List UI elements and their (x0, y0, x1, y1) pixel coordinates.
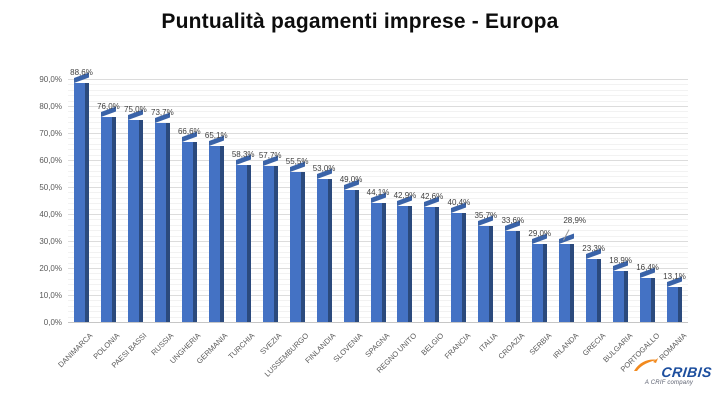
bar (424, 206, 440, 322)
bar (127, 119, 143, 322)
bar-value-label: 65,1% (204, 131, 228, 141)
category-label: SERBIA (527, 331, 554, 357)
bar (613, 270, 629, 322)
bar (505, 231, 521, 322)
bar-value-label: 66,6% (177, 127, 201, 137)
bar-value-label: 18,9% (609, 255, 632, 265)
y-tick-label: 40,0% (39, 210, 62, 219)
bar (100, 116, 116, 322)
minor-gridline (68, 176, 688, 178)
x-axis-line (68, 322, 688, 323)
y-tick-label: 50,0% (39, 183, 62, 192)
major-gridline (68, 160, 688, 161)
category-label: CROAZIA (496, 331, 527, 361)
bar-value-label: 42,9% (393, 191, 417, 201)
category-label: ROMANIA (656, 331, 688, 363)
category-label: FRANCIA (442, 331, 473, 361)
bar-value-label: 55,5% (285, 157, 309, 167)
bar (208, 146, 224, 322)
bar (586, 259, 602, 322)
minor-gridline (68, 111, 688, 113)
logo-tagline-text: A CRIF company (644, 380, 694, 386)
minor-gridline (68, 192, 688, 194)
minor-gridline (68, 165, 688, 167)
y-tick-label: 20,0% (39, 264, 62, 273)
y-tick-label: 60,0% (39, 156, 62, 165)
minor-gridline (68, 181, 688, 183)
bar-value-label: 13,1% (663, 271, 686, 281)
bar (478, 225, 494, 322)
bar (370, 202, 386, 322)
minor-gridline (68, 138, 688, 140)
bar (235, 164, 251, 322)
bar (532, 243, 548, 322)
bar (397, 206, 413, 322)
orange-swoosh-icon (634, 358, 658, 371)
bar-value-label: 58,3% (231, 149, 255, 159)
major-gridline (68, 133, 688, 134)
bar-value-label: 35,7% (474, 210, 498, 220)
bar (154, 123, 170, 322)
y-tick-label: 80,0% (39, 102, 62, 111)
minor-gridline (68, 149, 688, 151)
category-label: RUSSIA (149, 331, 176, 358)
bar (181, 142, 197, 322)
y-tick-label: 0,0% (43, 318, 62, 327)
bar (451, 212, 467, 322)
category-label: GRECIA (580, 331, 608, 358)
cribis-logo: CRIBIS A CRIF company (626, 358, 713, 401)
bar-value-label: 33,6% (501, 216, 525, 226)
y-tick-label: 10,0% (39, 291, 62, 300)
bar-value-label: 42,6% (420, 191, 444, 201)
y-tick-label: 30,0% (39, 237, 62, 246)
minor-gridline (68, 154, 688, 156)
bar-value-label: 29,0% (528, 228, 552, 238)
bar (640, 277, 656, 322)
minor-gridline (68, 95, 688, 97)
bar-value-label: 57,7% (258, 151, 282, 161)
major-gridline (68, 106, 688, 107)
bar-value-label: 53,0% (312, 163, 336, 173)
major-gridline (68, 79, 688, 80)
bar (73, 82, 89, 322)
bar-value-label: 73,7% (151, 108, 174, 117)
minor-gridline (68, 84, 688, 86)
bar-value-label: 75,0% (124, 104, 147, 114)
major-gridline (68, 187, 688, 188)
bar-value-label: 40,4% (447, 197, 471, 207)
category-label: DANIMARCA (56, 331, 95, 370)
chart-title: Puntualità pagamenti imprese - Europa (161, 10, 559, 33)
bar-value-label: 88,6% (70, 67, 93, 77)
bar (262, 166, 278, 322)
minor-gridline (68, 170, 688, 172)
minor-gridline (68, 143, 688, 145)
bar (316, 178, 332, 322)
category-label: ITALIA (476, 331, 500, 354)
bar-value-label: 76,0% (97, 101, 120, 111)
bar-value-label: 23,3% (582, 244, 605, 254)
category-label: TURCHIA (226, 331, 257, 361)
bar (343, 189, 359, 322)
bar-value-label: 16,4% (636, 262, 659, 272)
bar-value-label: 49,0% (339, 174, 363, 184)
logo-brand-text: CRIBIS (660, 364, 713, 380)
category-label: IRLANDA (550, 331, 581, 361)
bar (289, 172, 305, 322)
category-label: BELGIO (419, 331, 446, 358)
y-tick-label: 70,0% (39, 129, 62, 138)
bar-value-label: 44,1% (366, 187, 390, 197)
minor-gridline (68, 100, 688, 102)
y-tick-label: 90,0% (39, 75, 62, 84)
minor-gridline (68, 122, 688, 124)
bar (559, 243, 575, 322)
minor-gridline (68, 116, 688, 118)
minor-gridline (68, 89, 688, 91)
bar (667, 286, 683, 322)
category-label: SVEZIA (258, 331, 284, 357)
minor-gridline (68, 127, 688, 129)
bar-value-label: 28,9% (563, 215, 587, 225)
